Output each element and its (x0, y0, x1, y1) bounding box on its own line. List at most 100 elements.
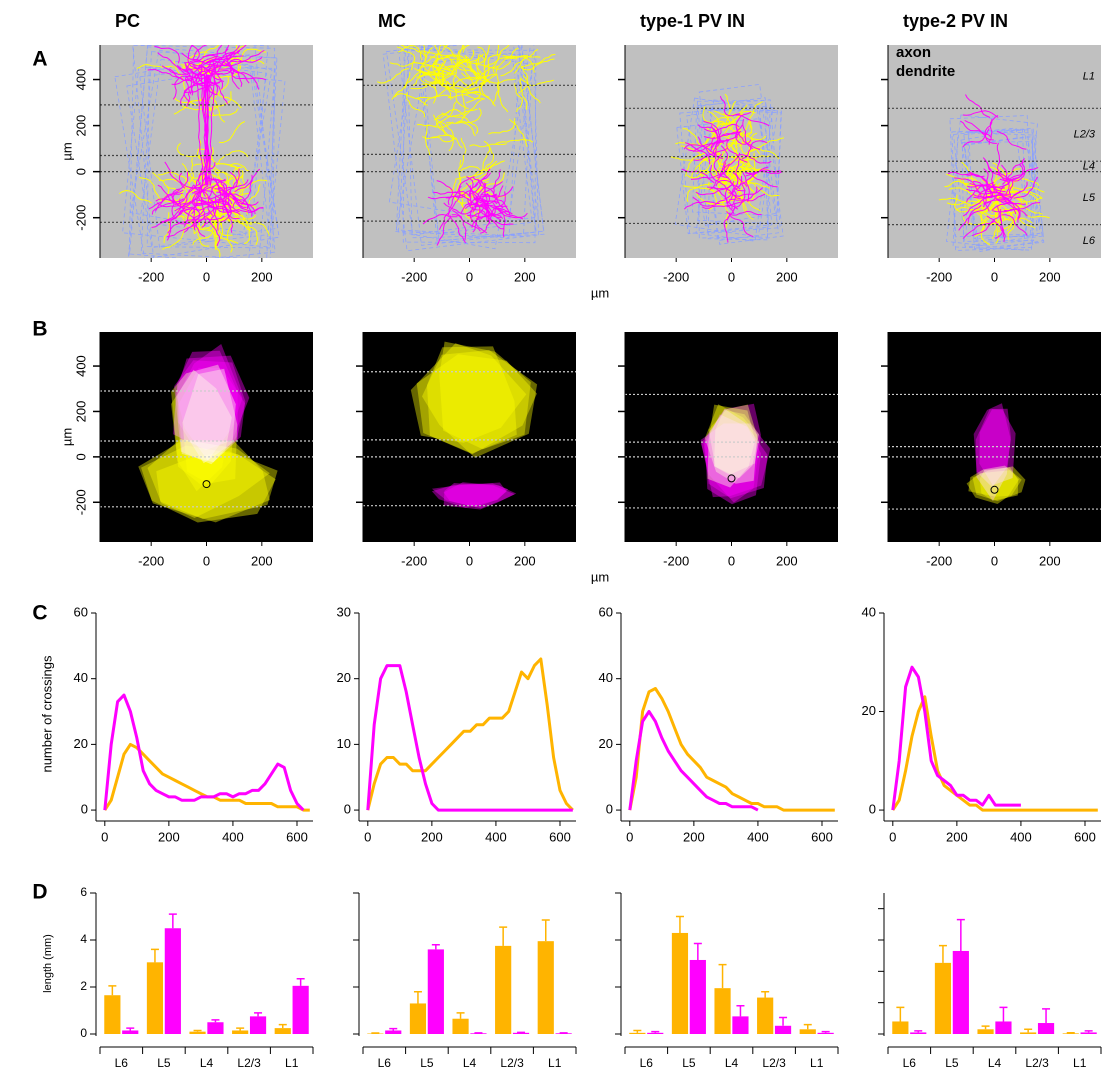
legend-entry: dendrite (896, 63, 955, 80)
bar (409, 1003, 427, 1034)
neurite (156, 202, 194, 209)
neurite (171, 189, 184, 218)
bar (122, 1030, 139, 1034)
y-tick-label: 0 (81, 802, 88, 817)
error-bar (1066, 1032, 1075, 1034)
slice-outline (139, 59, 268, 237)
neurite (439, 123, 454, 152)
neurite (405, 92, 426, 118)
neurite (969, 182, 1006, 192)
bar (495, 945, 512, 1034)
neurite (194, 64, 231, 77)
slice-outline (114, 54, 280, 258)
neurite (455, 107, 482, 124)
neurite (138, 176, 163, 201)
error-bar (296, 978, 305, 986)
x-tick-label: L5 (157, 1056, 171, 1070)
hull (174, 360, 246, 465)
neurite (191, 178, 226, 194)
error-bar (938, 944, 947, 963)
neurite (194, 45, 219, 68)
neurite (206, 216, 221, 247)
bar (714, 988, 731, 1034)
x-tick-label: L2/3 (237, 1056, 261, 1070)
x-tick-label: 0 (203, 553, 210, 568)
neurite (174, 184, 195, 212)
legend-entry: axon (896, 44, 931, 61)
neurite (750, 137, 785, 153)
error-bar (779, 1016, 788, 1026)
neurite (996, 130, 1027, 150)
x-tick-label: L4 (988, 1056, 1002, 1070)
slice-outline (961, 141, 1034, 242)
neurite (467, 46, 488, 65)
neurite (708, 143, 728, 171)
neurite (974, 210, 1001, 225)
slice-outline (707, 108, 771, 241)
neurite (456, 176, 475, 202)
neurite (967, 170, 992, 195)
neurite (703, 131, 742, 139)
slice-outline (139, 63, 270, 248)
neurite (190, 179, 226, 190)
neurite (220, 189, 241, 216)
x-tick-label: 200 (1039, 269, 1061, 284)
y-tick-label: 0 (606, 802, 613, 817)
slice-outline (701, 97, 784, 245)
neurite (472, 183, 487, 213)
neurite (709, 164, 730, 191)
error-bar (633, 1029, 642, 1033)
error-bar (718, 963, 727, 989)
neurite (522, 74, 541, 104)
x-tick-label: 0 (203, 269, 210, 284)
neurite (716, 152, 741, 179)
neurite (465, 55, 478, 87)
column-title: type-1 PV IN (640, 11, 745, 31)
x-tick-label: 200 (158, 829, 180, 844)
neurite (163, 212, 171, 244)
slice-outline (385, 45, 539, 236)
neurite (206, 74, 212, 186)
neurite (962, 195, 992, 217)
y-axis-label: µm (59, 142, 74, 160)
neurite (447, 185, 462, 216)
neurite (180, 79, 201, 107)
slice-outline (129, 46, 277, 258)
panel-label: B (32, 318, 47, 341)
neurite (728, 196, 761, 212)
neurite (400, 45, 428, 58)
series-line (103, 742, 310, 812)
error-bar (821, 1030, 830, 1033)
neurite (435, 56, 449, 81)
neurite (198, 64, 235, 75)
neurite (185, 55, 218, 71)
neurite (471, 201, 489, 228)
neurite (205, 55, 244, 63)
neurite (704, 123, 740, 132)
slice-outline (697, 99, 768, 239)
panel: L6 L5 L4 L2/3 L1 (353, 892, 577, 1070)
neurite (416, 121, 454, 128)
neurite (199, 68, 233, 82)
neurite (433, 191, 470, 197)
neurite (965, 94, 991, 118)
neurite (173, 60, 186, 91)
layer-label: L1 (1083, 357, 1095, 369)
neurite (701, 204, 739, 210)
y-tick-label: 200 (73, 401, 88, 423)
neurite (474, 204, 511, 214)
neurite (240, 221, 270, 237)
y-tick-label: 20 (862, 703, 876, 718)
drawing (114, 45, 286, 258)
y-tick-label: 0 (869, 802, 876, 817)
neurite (707, 186, 741, 200)
error-bar (896, 1006, 905, 1022)
x-tick-label: 400 (222, 829, 244, 844)
neurite (998, 171, 1014, 198)
neurite (733, 114, 770, 127)
neurite (469, 192, 491, 219)
bar (232, 1030, 249, 1034)
error-bar (1024, 1028, 1033, 1033)
